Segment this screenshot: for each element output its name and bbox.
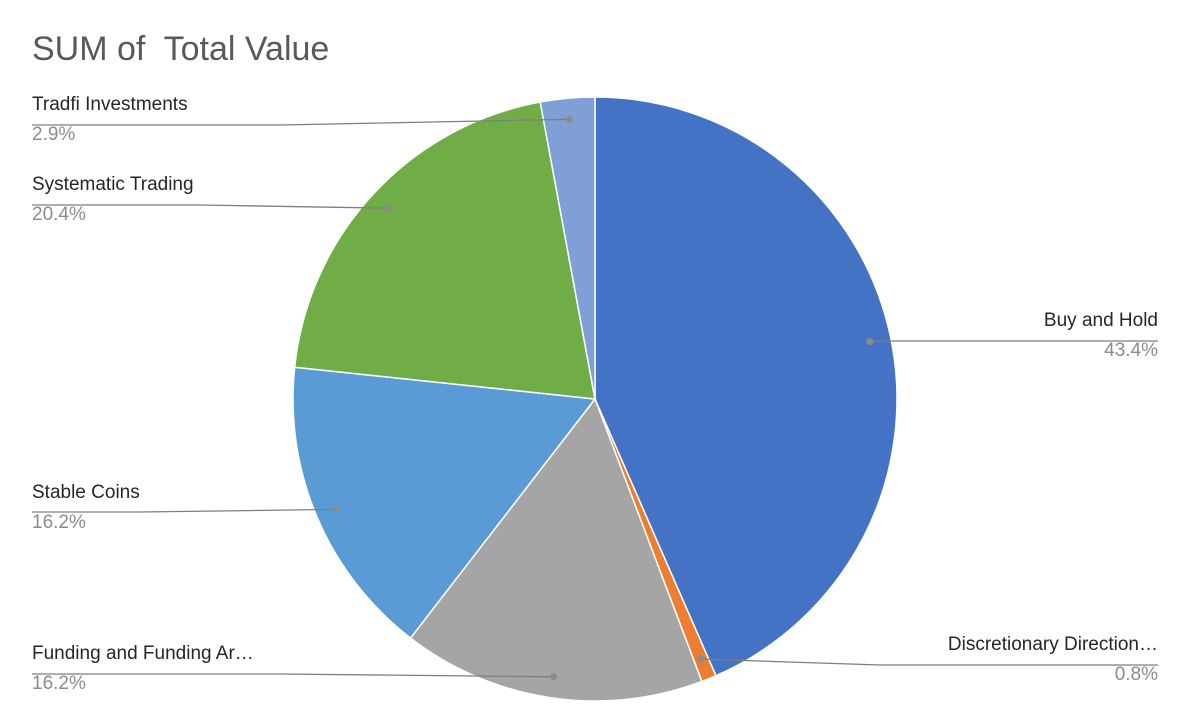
chart-title: SUM of Total Value bbox=[32, 30, 330, 68]
leader-dot-stable-coins bbox=[333, 505, 341, 513]
pie-slice-tradfi-investments bbox=[539, 96, 596, 400]
leader-dot-funding-and-funding-ar bbox=[550, 673, 558, 681]
pie-slice-buy-and-hold bbox=[594, 96, 898, 677]
slice-value-systematic-trading: 20.4% bbox=[32, 204, 86, 225]
leader-dot-buy-and-hold bbox=[866, 338, 874, 346]
leader-dot-systematic-trading bbox=[385, 204, 393, 212]
slice-label-systematic-trading: Systematic Trading bbox=[32, 174, 194, 195]
slice-label-funding-and-funding-ar: Funding and Funding Ar… bbox=[32, 643, 254, 664]
slice-value-discretionary-direction: 0.8% bbox=[1115, 664, 1158, 685]
slice-value-stable-coins: 16.2% bbox=[32, 512, 86, 533]
leader-line-tradfi-investments bbox=[32, 118, 570, 126]
leader-dot-tradfi-investments bbox=[565, 115, 573, 123]
pie-slice-systematic-trading bbox=[293, 101, 596, 400]
slice-label-discretionary-direction: Discretionary Direction… bbox=[948, 634, 1158, 655]
slice-value-tradfi-investments: 2.9% bbox=[32, 124, 75, 145]
leader-line-systematic-trading bbox=[32, 204, 389, 209]
leader-line-funding-and-funding-ar bbox=[32, 673, 554, 678]
slice-value-buy-and-hold: 43.4% bbox=[1104, 340, 1158, 361]
slice-label-buy-and-hold: Buy and Hold bbox=[1044, 310, 1158, 331]
slice-label-stable-coins: Stable Coins bbox=[32, 482, 140, 503]
slice-label-tradfi-investments: Tradfi Investments bbox=[32, 94, 188, 115]
pie-slice-funding-and-funding-ar bbox=[409, 397, 703, 702]
leader-dot-discretionary-direction bbox=[697, 655, 705, 663]
slice-value-funding-and-funding-ar: 16.2% bbox=[32, 673, 86, 694]
leader-line-stable-coins bbox=[32, 508, 337, 513]
pie-slice-stable-coins bbox=[292, 366, 597, 640]
leader-line-discretionary-direction bbox=[700, 658, 1158, 666]
